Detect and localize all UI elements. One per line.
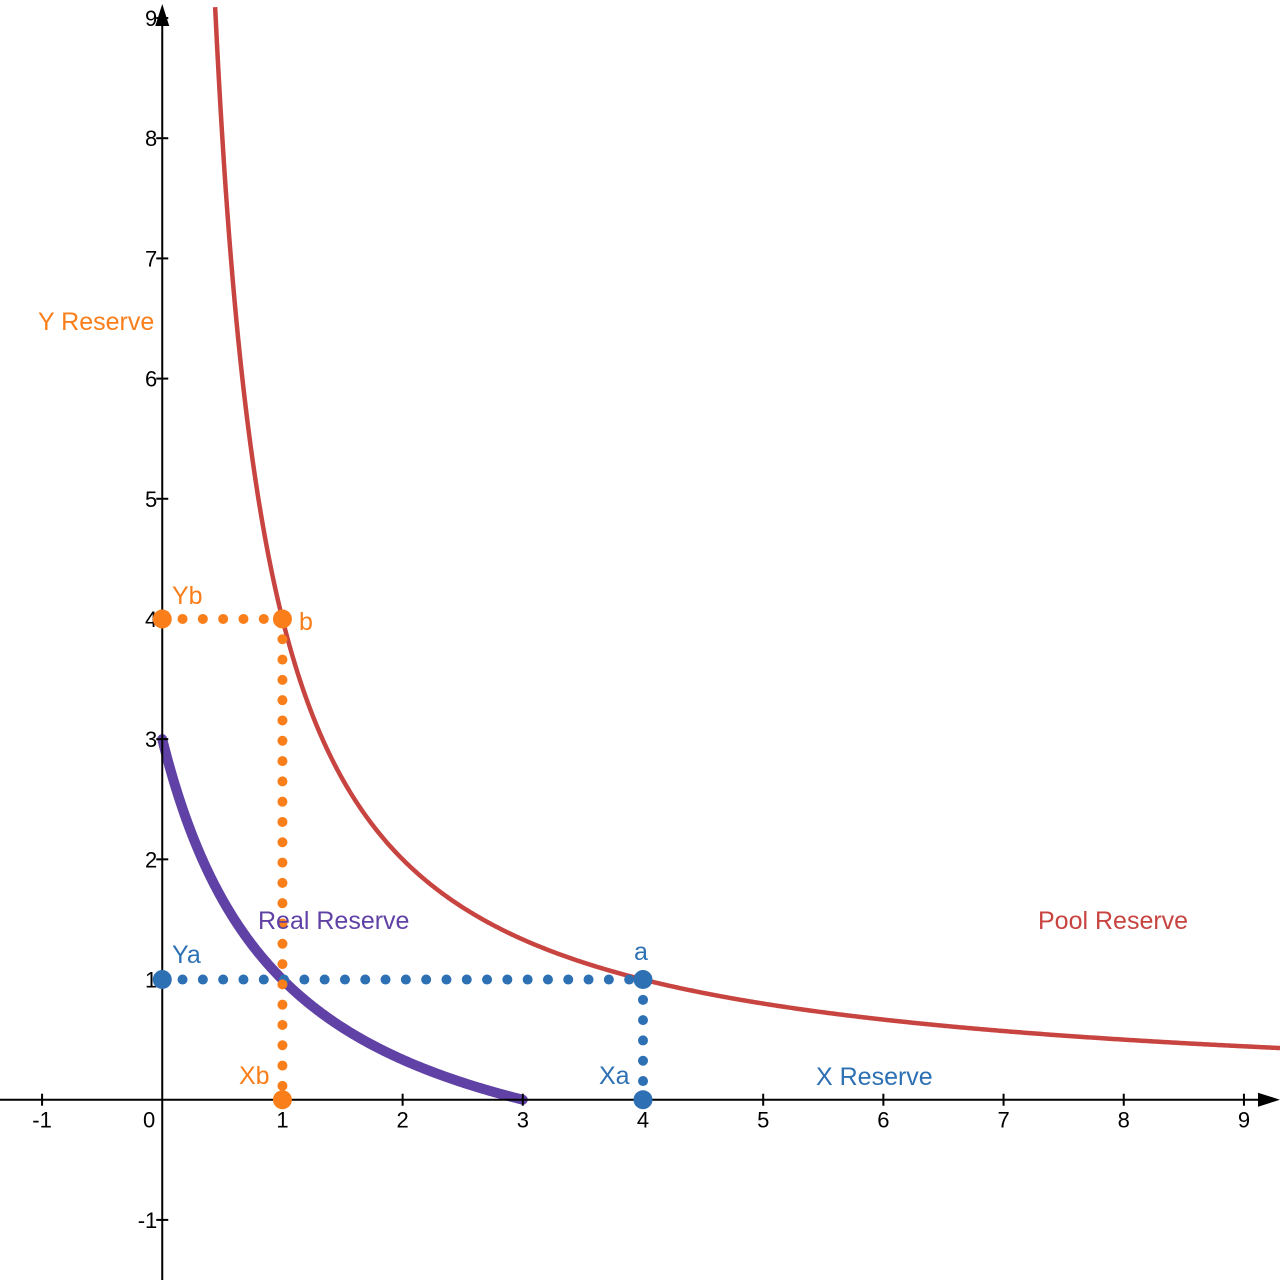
y-tick-label: 6 [145,367,157,392]
annotation-layer: Y Reserve X Reserve Real Reserve Pool Re… [38,308,1188,1091]
guide-lines-layer [157,613,649,1105]
point-a-label: a [634,938,648,966]
point-a-marker [633,970,653,990]
y-reserve-label: Y Reserve [38,308,154,336]
x-tick-label: 3 [517,1108,529,1133]
xb-label: Xb [239,1062,270,1090]
yb-label: Yb [172,582,203,610]
y-axis-arrow-icon [155,4,170,26]
x-tick-label: 7 [997,1108,1009,1133]
axes-layer [0,4,1280,1280]
y-tick-label: 5 [145,487,157,512]
x-tick-label: 5 [757,1108,769,1133]
point-b-label: b [299,608,313,636]
x-axis-arrow-icon [1258,1092,1280,1107]
point-yb-marker [152,609,172,629]
point-ya-marker [152,970,172,990]
y-tick-label: 9 [145,6,157,31]
points-layer [152,609,653,1110]
y-tick-label: 4 [145,607,157,632]
x-tick-label: 4 [637,1108,649,1133]
real-reserve-curve [157,734,528,1105]
pool-reserve-label: Pool Reserve [1038,907,1188,935]
y-tick-label: 3 [145,727,157,752]
x-reserve-label: X Reserve [816,1063,933,1091]
x-tick-label: 0 [143,1108,155,1133]
y-tick-label: -1 [138,1208,158,1233]
x-tick-label: 8 [1118,1108,1130,1133]
x-tick-label: 1 [276,1108,288,1133]
x-tick-label: 9 [1238,1108,1250,1133]
y-tick-label: 7 [145,246,157,271]
y-tick-label: 1 [145,968,157,993]
x-tick-label: -1 [32,1108,52,1133]
x-tick-label: 6 [877,1108,889,1133]
ticks-layer: -1 0 1 2 3 4 5 6 7 8 9 -1 1 2 3 4 5 6 7 8 9 [32,6,1250,1233]
y-tick-label: 2 [145,847,157,872]
y-tick-label: 8 [145,126,157,151]
point-xa-marker [633,1090,653,1110]
curves-layer [157,6,1280,1105]
real-reserve-label: Real Reserve [258,907,409,935]
x-tick-label: 2 [397,1108,409,1133]
ya-label: Ya [172,941,201,969]
xa-label: Xa [599,1062,630,1090]
point-b-marker [272,609,292,629]
pool-reserve-curve [212,6,1280,1051]
point-xb-marker [272,1090,292,1110]
